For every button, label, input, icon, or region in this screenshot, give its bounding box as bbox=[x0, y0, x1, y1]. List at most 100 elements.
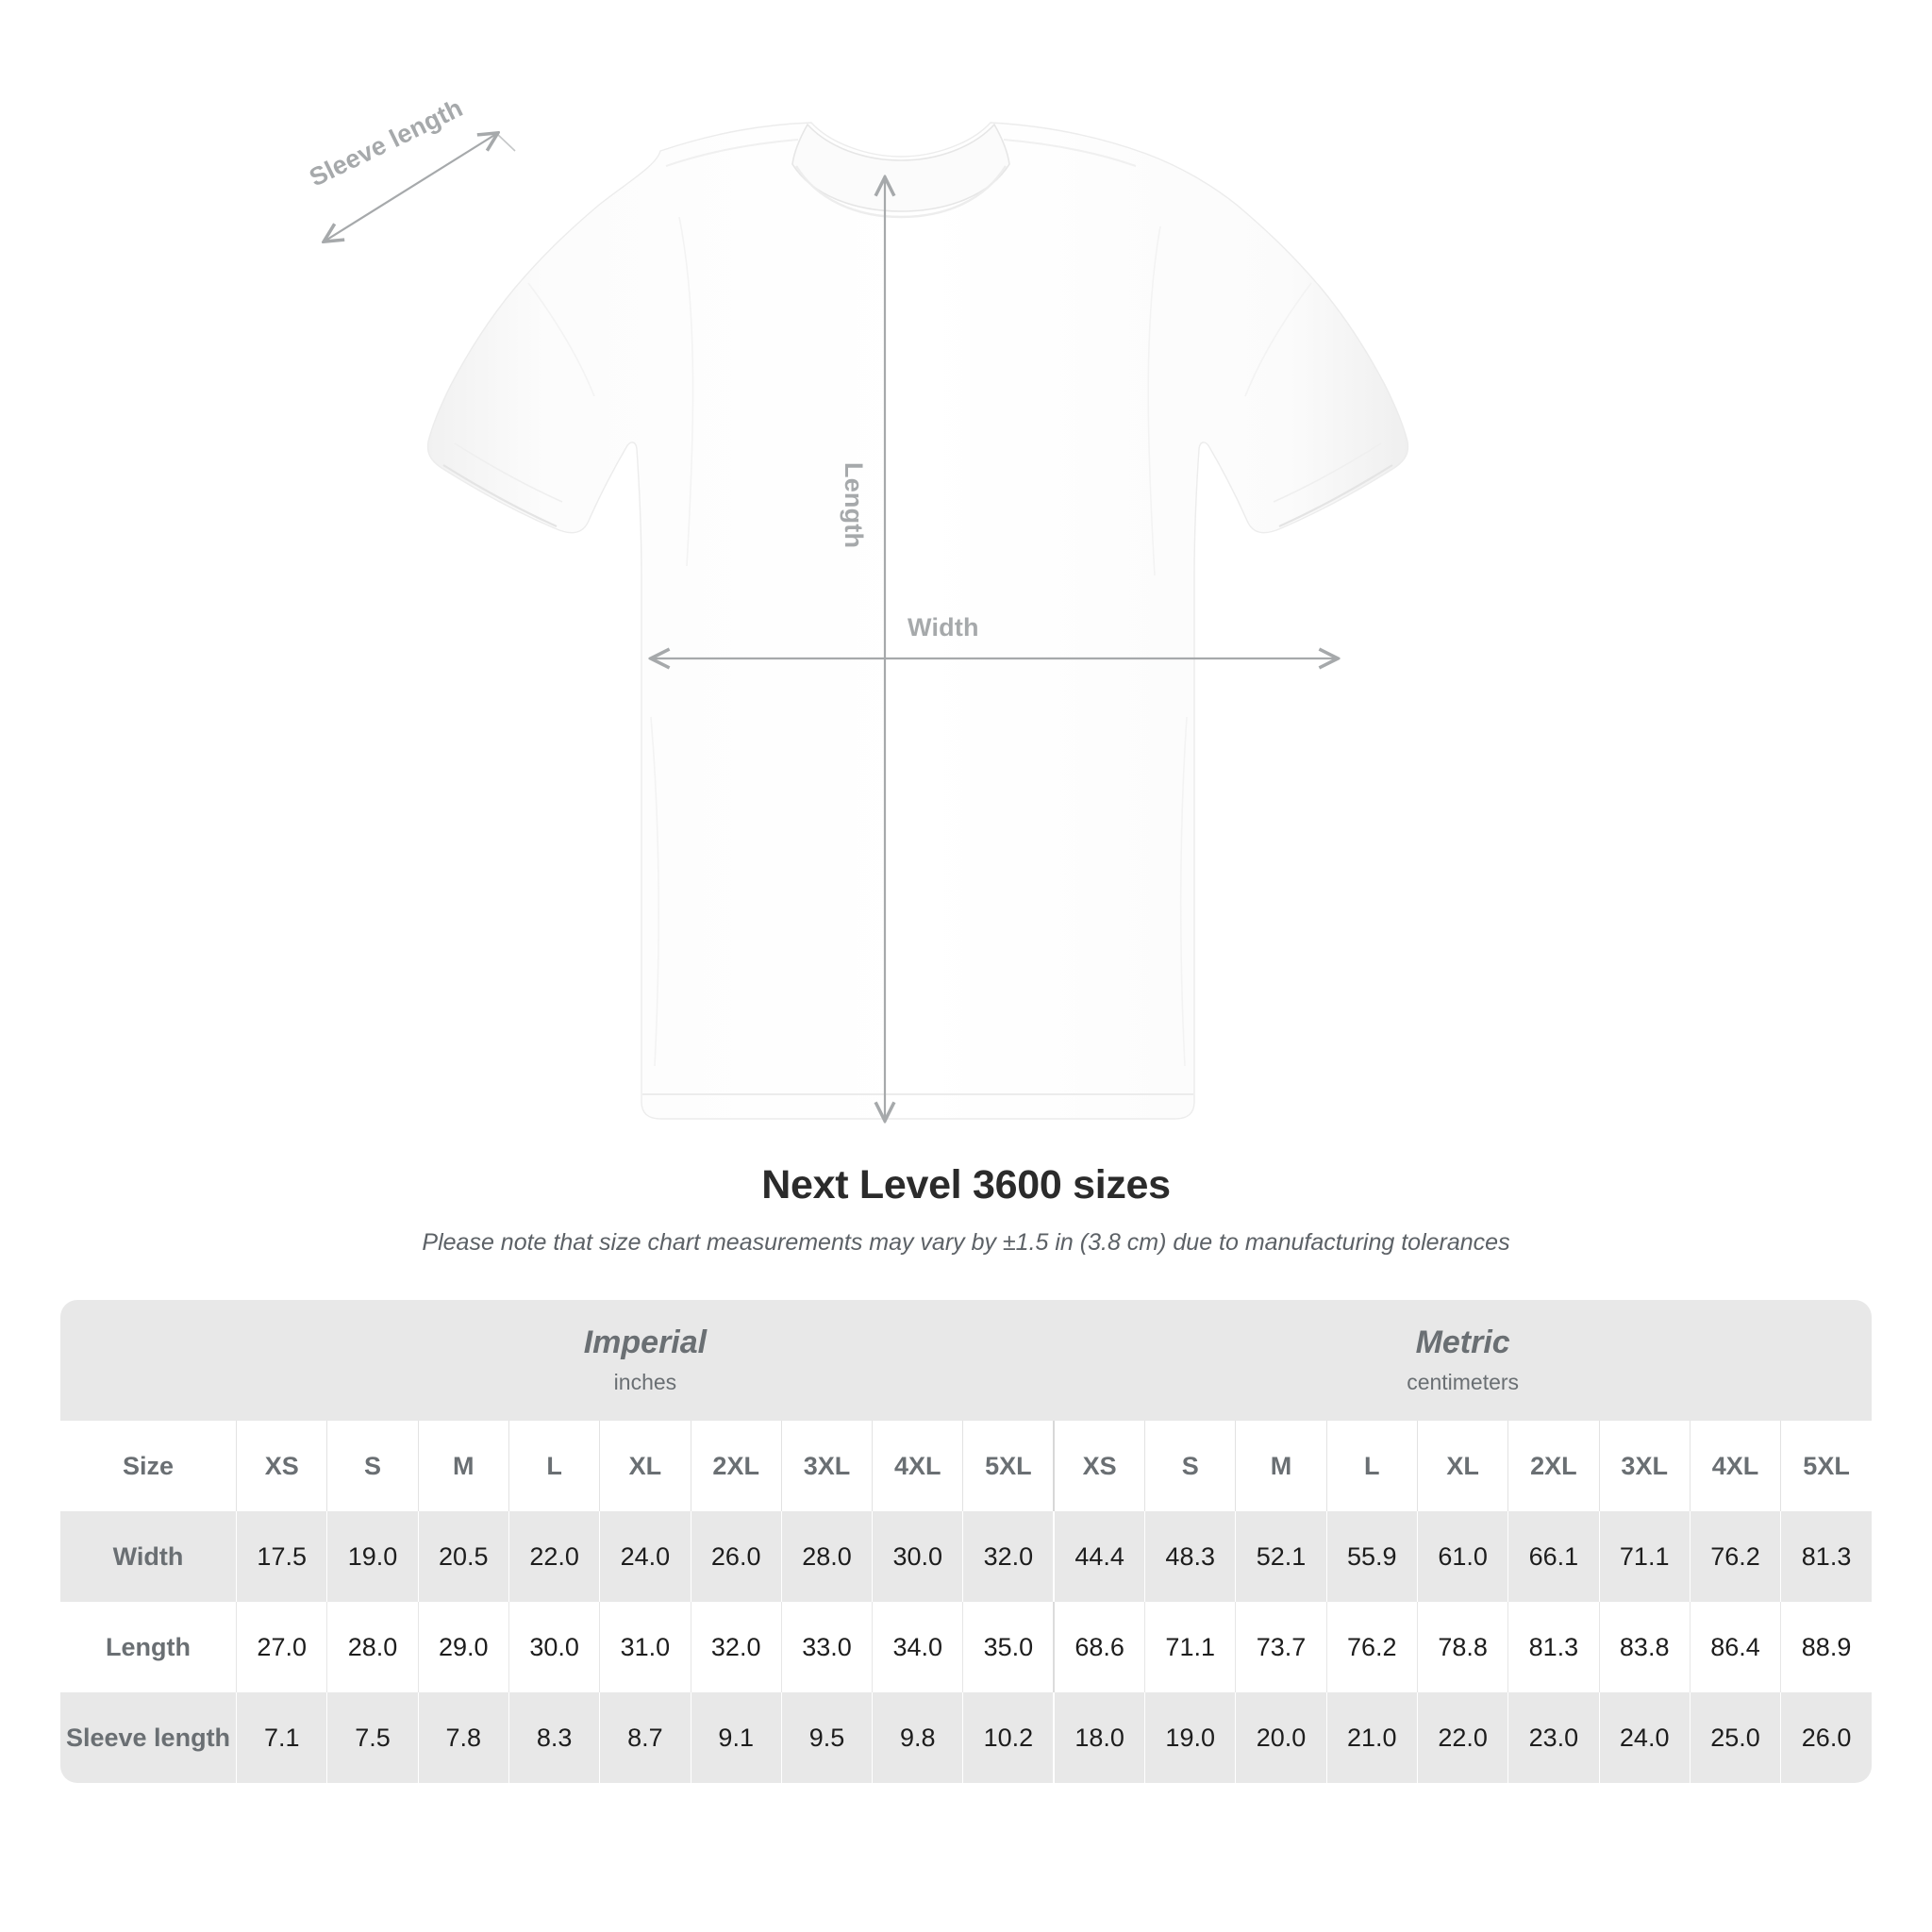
width-cell: 52.1 bbox=[1235, 1511, 1327, 1602]
size-cell: 4XL bbox=[1689, 1421, 1781, 1511]
width-cell: 20.5 bbox=[417, 1511, 509, 1602]
size-chart-table: Imperial inches Metric centimeters Size … bbox=[60, 1300, 1872, 1783]
width-cell: 76.2 bbox=[1689, 1511, 1781, 1602]
width-cell: 28.0 bbox=[780, 1511, 873, 1602]
width-cell: 19.0 bbox=[326, 1511, 419, 1602]
sleeve-cell: 7.1 bbox=[236, 1692, 327, 1783]
length-cell: 88.9 bbox=[1780, 1602, 1872, 1692]
length-cell: 76.2 bbox=[1325, 1602, 1418, 1692]
measurement-guides bbox=[325, 134, 1336, 1119]
length-cell: 30.0 bbox=[508, 1602, 600, 1692]
size-cell: M bbox=[1235, 1421, 1327, 1511]
unit-group-metric: Metric centimeters bbox=[1054, 1300, 1872, 1421]
length-cell: 29.0 bbox=[417, 1602, 509, 1692]
sleeve-cell: 18.0 bbox=[1053, 1692, 1145, 1783]
width-cell: 71.1 bbox=[1598, 1511, 1690, 1602]
sleeve-cell: 22.0 bbox=[1416, 1692, 1508, 1783]
width-cell: 30.0 bbox=[872, 1511, 963, 1602]
width-cell: 81.3 bbox=[1780, 1511, 1872, 1602]
sleeve-cell: 25.0 bbox=[1689, 1692, 1781, 1783]
sleeve-cell: 10.2 bbox=[962, 1692, 1055, 1783]
length-cell: 73.7 bbox=[1235, 1602, 1327, 1692]
width-cell: 48.3 bbox=[1144, 1511, 1236, 1602]
size-cell: 5XL bbox=[1780, 1421, 1872, 1511]
row-label-width: Width bbox=[60, 1511, 237, 1602]
unit-group-metric-name: Metric bbox=[1415, 1324, 1510, 1360]
size-cell: 4XL bbox=[872, 1421, 963, 1511]
length-cell: 71.1 bbox=[1144, 1602, 1236, 1692]
size-table-container: Imperial inches Metric centimeters Size … bbox=[60, 1300, 1872, 1783]
width-cell: 26.0 bbox=[690, 1511, 782, 1602]
sleeve-cell: 21.0 bbox=[1325, 1692, 1418, 1783]
length-cell: 86.4 bbox=[1689, 1602, 1781, 1692]
sleeve-length-arrow bbox=[325, 134, 496, 241]
size-cell: M bbox=[417, 1421, 509, 1511]
width-cell: 44.4 bbox=[1053, 1511, 1145, 1602]
size-cell: S bbox=[326, 1421, 419, 1511]
width-cell: 55.9 bbox=[1325, 1511, 1418, 1602]
width-cell: 17.5 bbox=[236, 1511, 327, 1602]
length-cell: 33.0 bbox=[780, 1602, 873, 1692]
size-cell: 5XL bbox=[962, 1421, 1055, 1511]
sleeve-cell: 9.5 bbox=[780, 1692, 873, 1783]
size-cell: 3XL bbox=[780, 1421, 873, 1511]
unit-group-imperial: Imperial inches bbox=[236, 1300, 1055, 1421]
width-cell: 22.0 bbox=[508, 1511, 600, 1602]
length-cell: 78.8 bbox=[1416, 1602, 1508, 1692]
sleeve-cell: 19.0 bbox=[1144, 1692, 1236, 1783]
sleeve-cell: 23.0 bbox=[1507, 1692, 1600, 1783]
shirt-body-shape bbox=[426, 122, 1409, 1120]
table-corner-cell bbox=[60, 1300, 237, 1421]
sleeve-cell: 20.0 bbox=[1235, 1692, 1327, 1783]
unit-group-imperial-name: Imperial bbox=[583, 1324, 708, 1360]
size-cell: XL bbox=[1416, 1421, 1508, 1511]
width-cell: 32.0 bbox=[962, 1511, 1055, 1602]
sleeve-cell: 7.8 bbox=[417, 1692, 509, 1783]
length-cell: 81.3 bbox=[1507, 1602, 1600, 1692]
sleeve-cell: 9.1 bbox=[690, 1692, 782, 1783]
size-cell: XS bbox=[1053, 1421, 1145, 1511]
length-cell: 31.0 bbox=[599, 1602, 691, 1692]
length-cell: 68.6 bbox=[1053, 1602, 1145, 1692]
sleeve-cell: 24.0 bbox=[1598, 1692, 1690, 1783]
size-cell: 2XL bbox=[690, 1421, 782, 1511]
size-cell: XL bbox=[599, 1421, 691, 1511]
width-cell: 24.0 bbox=[599, 1511, 691, 1602]
row-label-length: Length bbox=[60, 1602, 237, 1692]
chart-heading-block: Next Level 3600 sizes Please note that s… bbox=[0, 1162, 1932, 1257]
size-cell: XS bbox=[236, 1421, 327, 1511]
sleeve-cell: 8.7 bbox=[599, 1692, 691, 1783]
table-row-length: Length 27.0 28.0 29.0 30.0 31.0 32.0 33.… bbox=[60, 1602, 1872, 1692]
unit-group-metric-sub: centimeters bbox=[1407, 1370, 1520, 1395]
row-label-sleeve-length: Sleeve length bbox=[60, 1692, 237, 1783]
tshirt-illustration bbox=[0, 122, 1409, 1160]
length-cell: 34.0 bbox=[872, 1602, 963, 1692]
width-label: Width bbox=[908, 613, 979, 641]
sleeve-cell: 9.8 bbox=[872, 1692, 963, 1783]
sleeve-cell: 8.3 bbox=[508, 1692, 600, 1783]
sleeve-cell: 7.5 bbox=[326, 1692, 419, 1783]
width-cell: 66.1 bbox=[1507, 1511, 1600, 1602]
tolerance-note: Please note that size chart measurements… bbox=[422, 1229, 1510, 1256]
length-cell: 83.8 bbox=[1598, 1602, 1690, 1692]
unit-group-imperial-sub: inches bbox=[613, 1370, 677, 1395]
length-cell: 35.0 bbox=[962, 1602, 1055, 1692]
size-cell: S bbox=[1144, 1421, 1236, 1511]
row-label-size: Size bbox=[60, 1421, 237, 1511]
unit-header-row: Imperial inches Metric centimeters bbox=[60, 1300, 1872, 1421]
size-cell: 3XL bbox=[1598, 1421, 1690, 1511]
size-cell: L bbox=[508, 1421, 600, 1511]
table-row-width: Width 17.5 19.0 20.5 22.0 24.0 26.0 28.0… bbox=[60, 1511, 1872, 1602]
length-cell: 32.0 bbox=[690, 1602, 782, 1692]
length-cell: 27.0 bbox=[236, 1602, 327, 1692]
table-row-size: Size XS S M L XL 2XL 3XL 4XL 5XL XS S M … bbox=[60, 1421, 1872, 1511]
size-cell: 2XL bbox=[1507, 1421, 1600, 1511]
sleeve-cell: 26.0 bbox=[1780, 1692, 1872, 1783]
size-cell: L bbox=[1325, 1421, 1418, 1511]
page-title: Next Level 3600 sizes bbox=[761, 1162, 1171, 1208]
length-cell: 28.0 bbox=[326, 1602, 419, 1692]
width-cell: 61.0 bbox=[1416, 1511, 1508, 1602]
table-row-sleeve-length: Sleeve length 7.1 7.5 7.8 8.3 8.7 9.1 9.… bbox=[60, 1692, 1872, 1783]
garment-diagram: Sleeve length Length Width bbox=[0, 93, 1409, 1160]
length-label: Length bbox=[840, 462, 868, 549]
